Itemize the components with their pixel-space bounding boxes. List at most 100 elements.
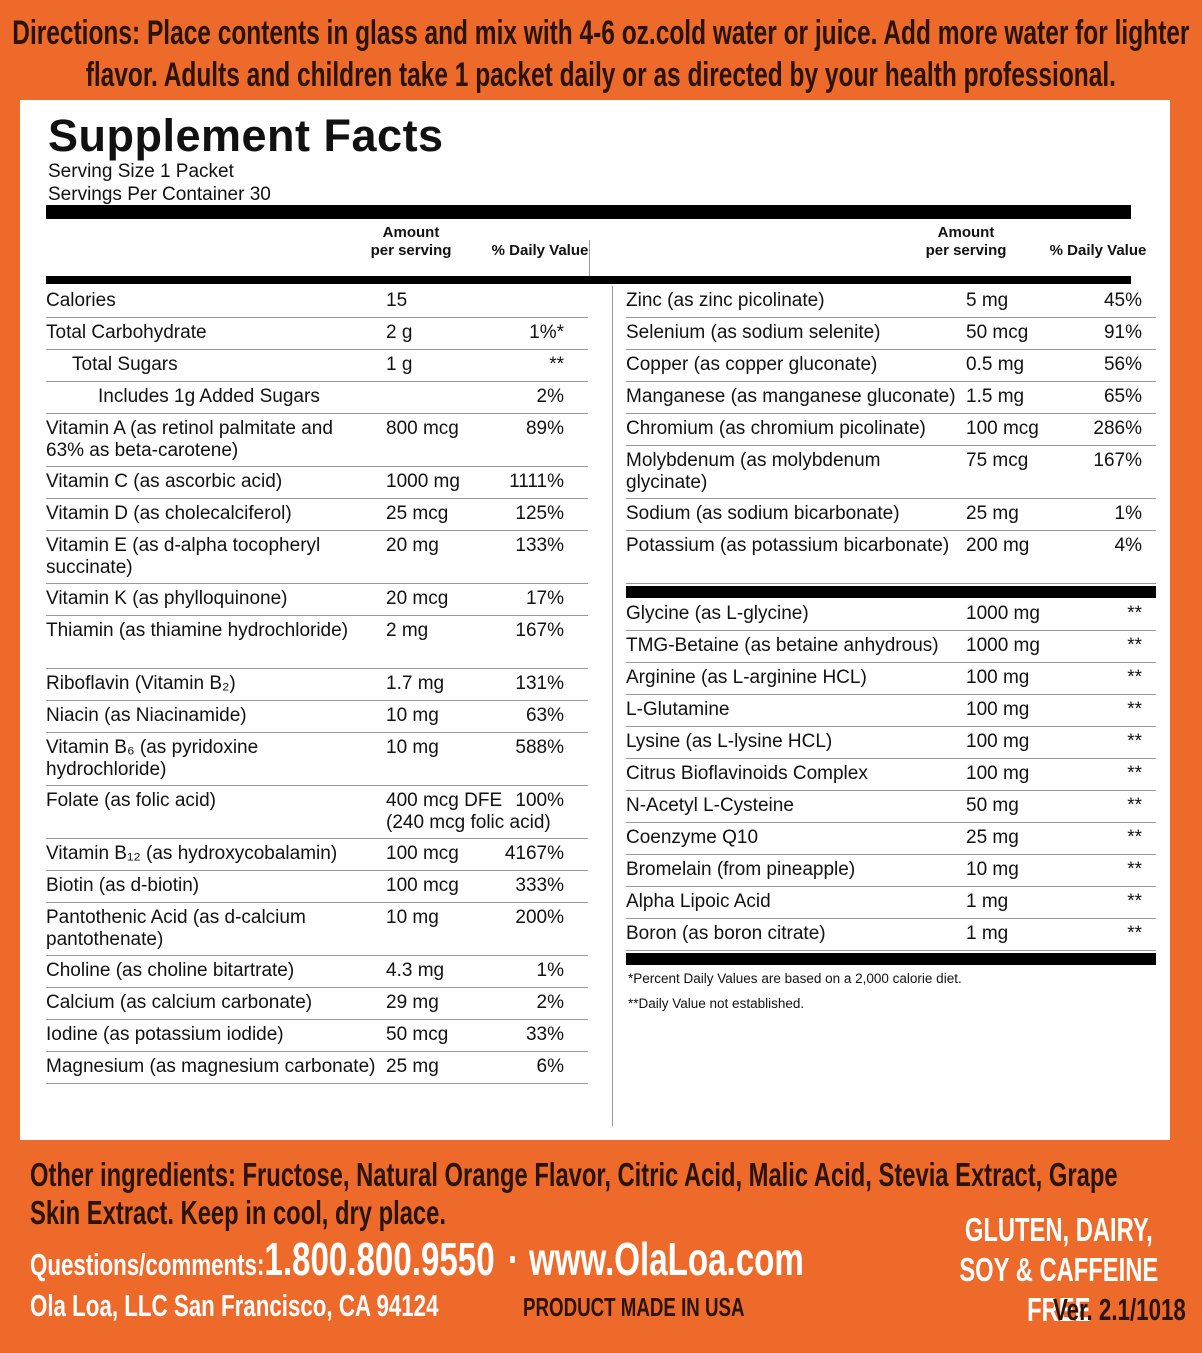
address: Ola Loa, LLC San Francisco, CA 94124 [30,1288,439,1323]
facts-row: Calcium (as calcium carbonate) 29 mg 2% [46,988,588,1020]
amount: 4.3 mg [386,960,445,981]
dv-header: % Daily Value [491,242,589,259]
nutrient-name: Vitamin E (as d-alpha tocopheryl succina… [46,535,321,578]
column-divider [612,286,613,1126]
nutrient-name: Calcium (as calcium carbonate) [46,992,313,1013]
amount: 1 g [386,354,413,375]
daily-value: 100% [515,790,564,811]
contact-line: Questions/comments:1.800.800.9550 · www.O… [30,1234,894,1296]
daily-value: 588% [515,737,564,758]
facts-row: Potassium (as potassium bicarbonate) 200 … [626,531,1156,584]
facts-row: Manganese (as manganese gluconate) 1.5 mg… [626,382,1156,414]
daily-value: ** [549,354,564,375]
free-from: GLUTEN, DAIRY, SOY & CAFFEINE FREE [959,1211,1159,1328]
facts-row: Includes 1g Added Sugars 2% [46,382,588,414]
facts-row: Vitamin A (as retinol palmitate and 63% … [46,414,588,467]
serving-size: Serving Size 1 Packet [48,161,234,182]
amount: 10 mg [966,859,1019,880]
daily-value: 17% [525,588,564,609]
daily-value: ** [1127,859,1142,880]
amount: 10 mg [386,705,439,726]
version: Ver. 2.1/1018 [1053,1292,1186,1327]
nutrient-name: Vitamin B₆ (as pyridoxine hydrochloride) [46,737,259,780]
nutrient-name: Niacin (as Niacinamide) [46,705,247,726]
facts-row: Sodium (as sodium bicarbonate) 25 mg 1% [626,499,1156,531]
amount: 1 mg [966,923,1009,944]
facts-row: Bromelain (from pineapple) 10 mg ** [626,855,1156,887]
nutrient-name: Selenium (as sodium selenite) [626,322,881,343]
daily-value: 4% [1114,535,1142,556]
facts-row: Copper (as copper gluconate) 0.5 mg 56% [626,350,1156,382]
nutrient-name: Copper (as copper gluconate) [626,354,878,375]
divider [589,240,590,280]
amount: 25 mg [966,503,1019,524]
nutrient-name: Coenzyme Q10 [626,827,759,848]
facts-row: Calories 15 [46,286,588,318]
nutrient-name: Vitamin C (as ascorbic acid) [46,471,283,492]
nutrient-name: L-Glutamine [626,699,730,720]
thick-rule [46,205,1131,219]
nutrient-name: Citrus Bioflavinoids Complex [626,763,868,784]
facts-row: Arginine (as L-arginine HCL) 100 mg ** [626,663,1156,695]
daily-value: 2% [536,386,564,407]
nutrient-name: Total Sugars [72,354,178,375]
amount: 1 mg [966,891,1009,912]
facts-row: Alpha Lipoic Acid 1 mg ** [626,887,1156,919]
nutrient-name: Chromium (as chromium picolinate) [626,418,926,439]
nutrient-name: Pantothenic Acid (as d-calcium pantothen… [46,907,306,950]
amount: 100 mg [966,699,1030,720]
amount: 5 mg [966,290,1009,311]
facts-row: Choline (as choline bitartrate) 4.3 mg 1% [46,956,588,988]
facts-row: Total Sugars 1 g ** [46,350,588,382]
facts-row: TMG-Betaine (as betaine anhydrous) 1000 m… [626,631,1156,663]
amount: 25 mg [966,827,1019,848]
daily-value: 1%* [529,322,564,343]
amount-header: Amount per serving [925,224,1007,259]
amount: 1.7 mg [386,673,445,694]
daily-value: 125% [515,503,564,524]
daily-value: ** [1127,635,1142,656]
daily-value: 200% [515,907,564,928]
nutrient-name: Riboflavin (Vitamin B₂) [46,673,236,694]
amount: 25 mg [386,1056,439,1077]
amount: 100 mg [966,667,1030,688]
facts-row: Vitamin D (as cholecalciferol) 25 mcg 125% [46,499,588,531]
facts-row: Folate (as folic acid) 400 mcg DFE 100% (24… [46,786,588,839]
amount: 20 mcg [386,588,449,609]
daily-value: 167% [1093,450,1142,471]
amount: 1000 mg [966,635,1040,656]
nutrient-name: Potassium (as potassium bicarbonate) [626,535,950,556]
daily-value: 91% [1103,322,1142,343]
facts-row: Molybdenum (as molybdenum glycinate) 75 m… [626,446,1156,499]
facts-row: Lysine (as L-lysine HCL) 100 mg ** [626,727,1156,759]
amount: 100 mg [966,731,1030,752]
nutrient-name: Magnesium (as magnesium carbonate) [46,1056,376,1077]
facts-row: L-Glutamine 100 mg ** [626,695,1156,727]
daily-value: 63% [525,705,564,726]
thick-rule [626,953,1156,965]
daily-value: 4167% [504,843,564,864]
amount: 1.5 mg [966,386,1025,407]
facts-row: Glycine (as L-glycine) 1000 mg ** [626,599,1156,631]
directions: Directions: Place contents in glass and … [12,14,1190,94]
daily-value: 33% [525,1024,564,1045]
nutrient-name: Biotin (as d-biotin) [46,875,200,896]
facts-title: Supplement Facts [48,110,444,161]
amount: 100 mcg [386,843,459,864]
amount: 400 mcg DFE [386,790,503,811]
daily-value: ** [1127,603,1142,624]
nutrient-name: Arginine (as L-arginine HCL) [626,667,867,688]
nutrient-name: Total Carbohydrate [46,322,207,343]
nutrient-name: N-Acetyl L-Cysteine [626,795,794,816]
facts-row: Vitamin B₁₂ (as hydroxycobalamin) 100 mcg… [46,839,588,871]
amount: 15 [386,290,408,311]
amount: 25 mcg [386,503,449,524]
nutrient-name: Alpha Lipoic Acid [626,891,771,912]
daily-value: ** [1127,667,1142,688]
nutrient-name: Includes 1g Added Sugars [98,386,320,407]
header-rule [46,276,1131,284]
daily-value: ** [1127,827,1142,848]
nutrient-name: Manganese (as manganese gluconate) [626,386,956,407]
facts-row: Biotin (as d-biotin) 100 mcg 333% [46,871,588,903]
nutrient-name: Sodium (as sodium bicarbonate) [626,503,900,524]
